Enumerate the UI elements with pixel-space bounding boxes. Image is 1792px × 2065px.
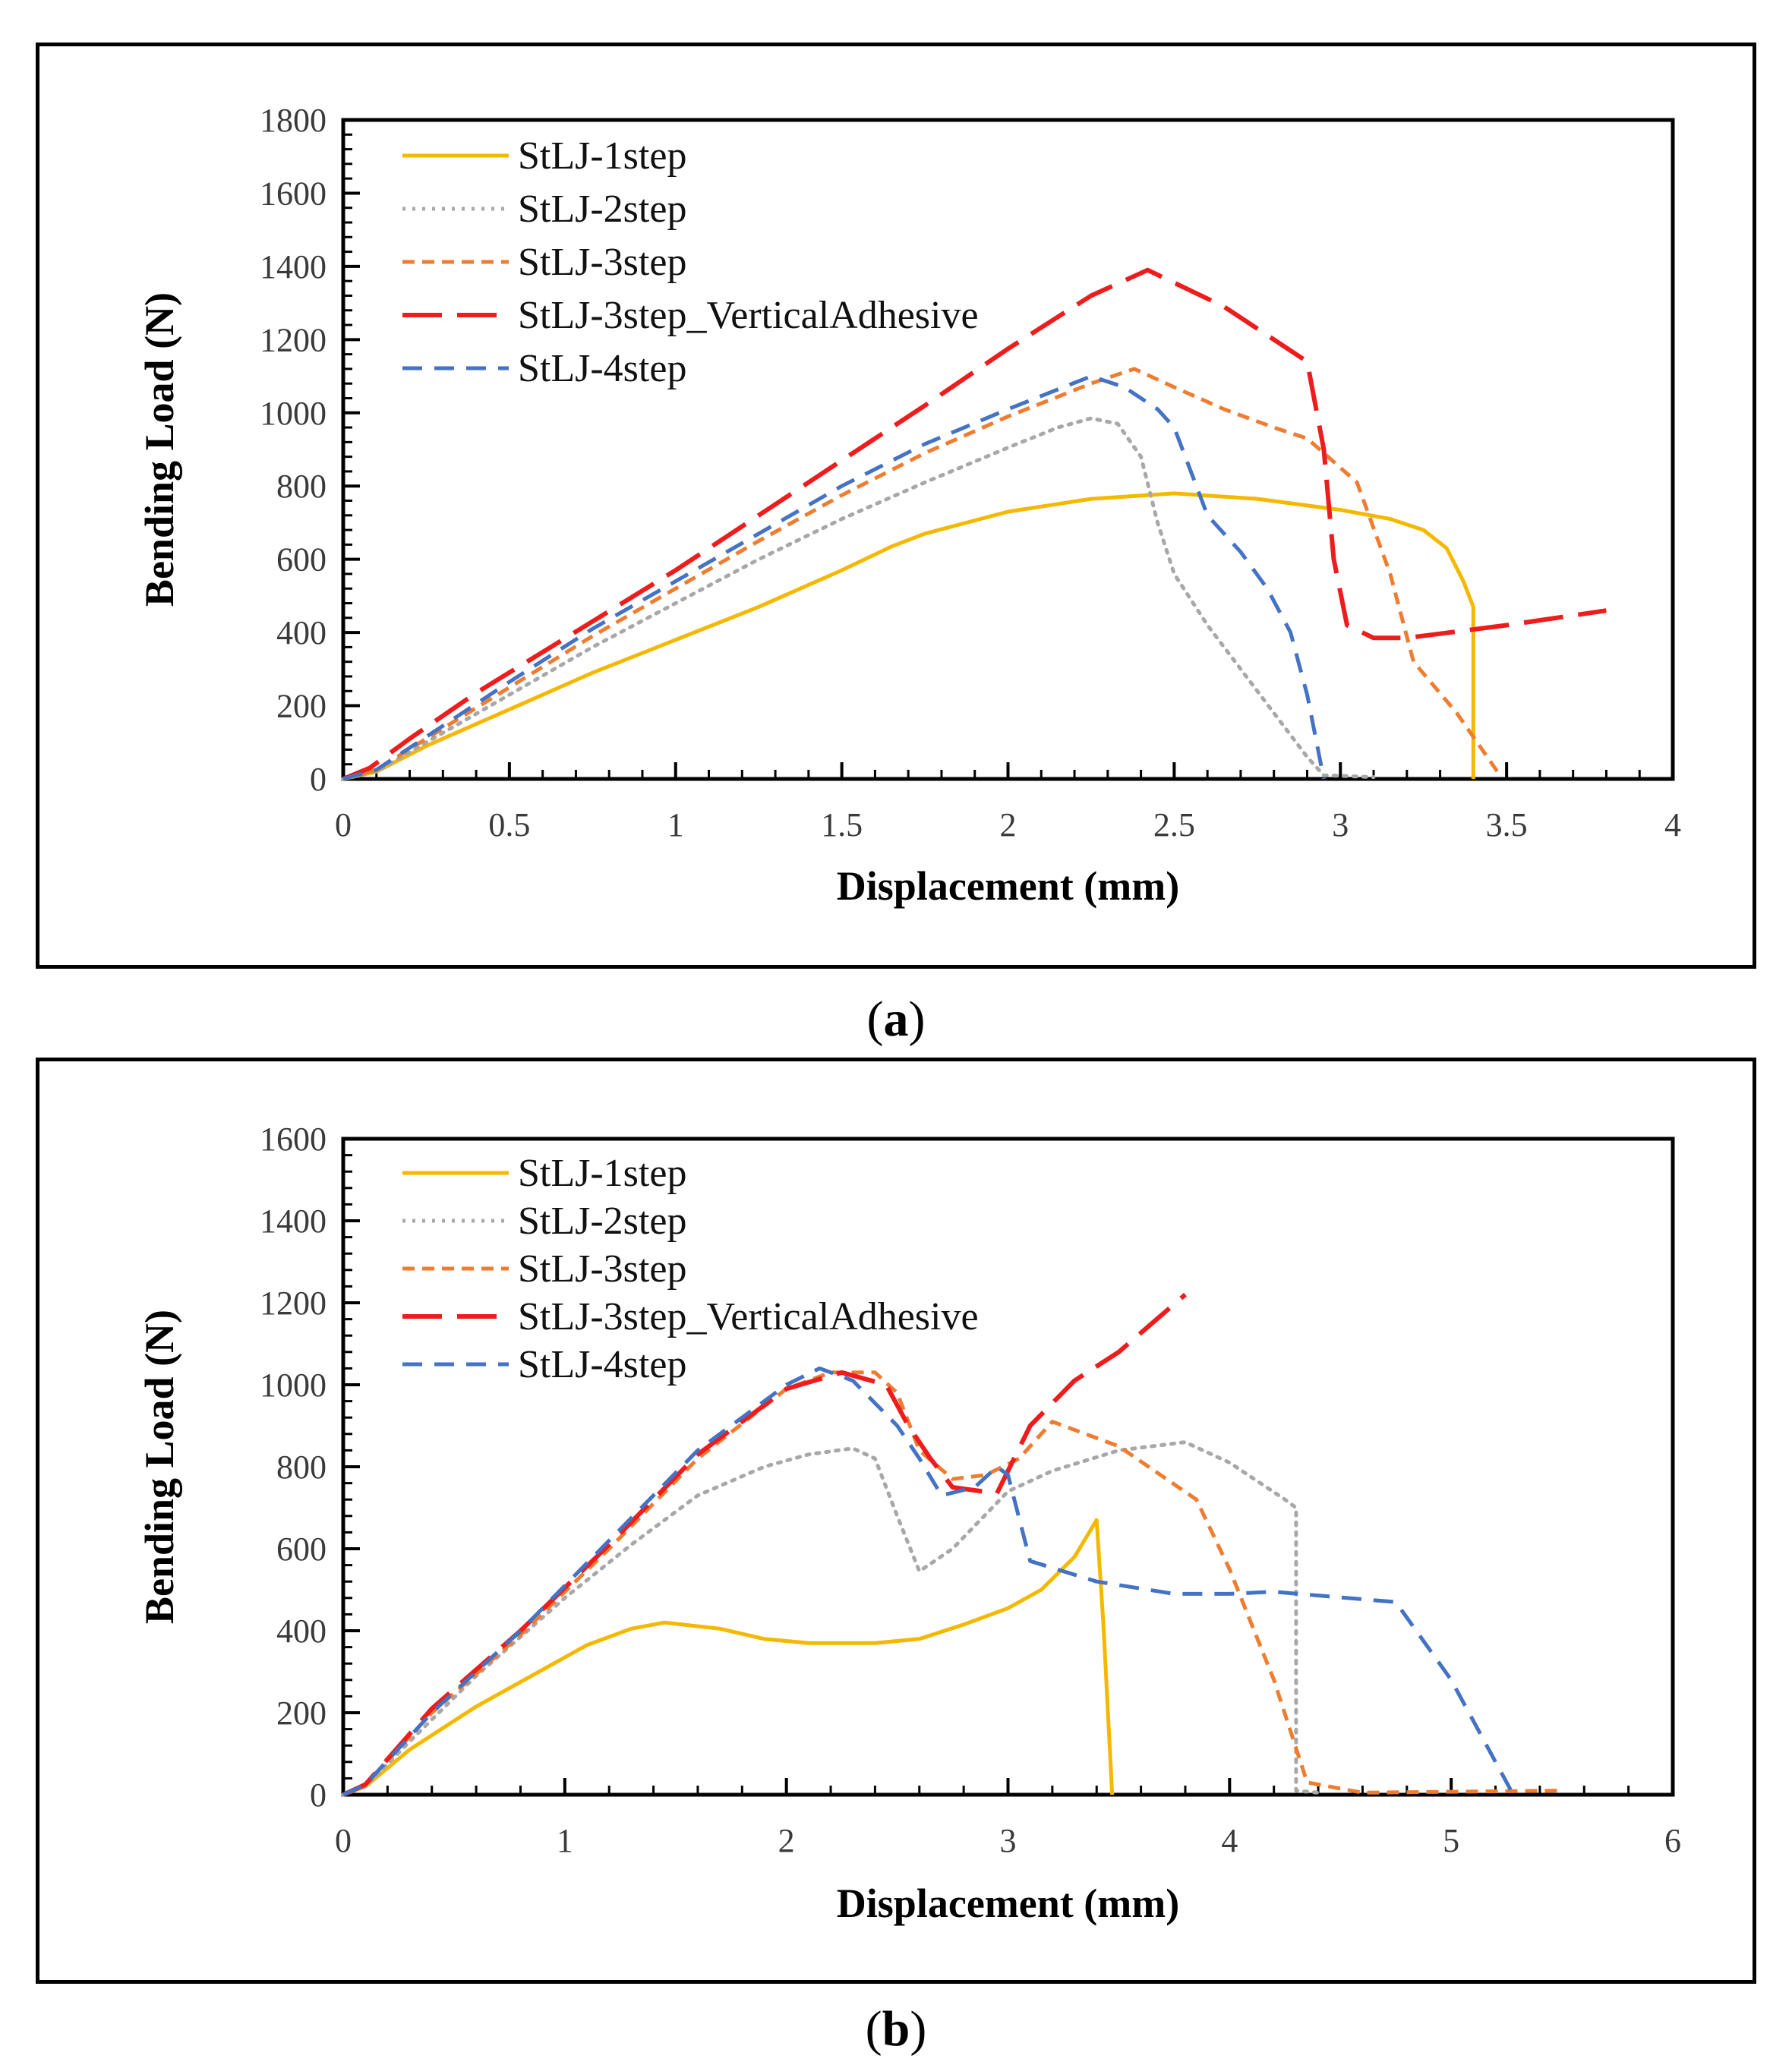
caption-close: ) (910, 2001, 927, 2057)
series-line-stlj-3step (342, 1370, 1563, 1797)
series-line-stlj-4step (342, 1366, 1516, 1797)
panel-b-frame (36, 1058, 1756, 1984)
x-tick-label: 1 (557, 1822, 573, 1859)
legend-label: StLJ-4step (518, 1343, 686, 1386)
legend-label: StLJ-2step (518, 1200, 686, 1243)
x-tick-label: 3.5 (1486, 806, 1528, 843)
y-tick-label: 1400 (260, 248, 327, 285)
x-axis-title: Displacement (mm) (837, 1881, 1179, 1926)
y-tick-label: 1400 (260, 1203, 327, 1240)
y-axis-title: Bending Load (N) (137, 1310, 182, 1624)
series-line-stlj-1step (342, 491, 1475, 781)
chart-a: 0 0.5 1 1.5 2 2.5 3 3.5 4 0 200 400 600 800 1000 1200 14… (137, 102, 1681, 909)
y-tick-label: 0 (310, 761, 327, 798)
y-tick-label: 1600 (260, 175, 327, 212)
series-line-stlj-2step (341, 416, 1376, 781)
caption-open: ( (866, 992, 884, 1047)
series-line-stlj-3step-verticaladhesive (342, 1292, 1187, 1797)
y-tick-label: 600 (276, 1531, 327, 1568)
panel-b-caption: (b) (0, 2000, 1792, 2058)
y-tick-label: 400 (276, 1613, 327, 1650)
y-tick-label: 1000 (260, 395, 327, 432)
x-tick-label: 3 (1332, 806, 1349, 843)
legend-label: StLJ-1step (518, 1152, 686, 1195)
series-line-stlj-1step (342, 1518, 1115, 1797)
x-tick-label: 0 (335, 1822, 352, 1859)
legend-label: StLJ-3step_VerticalAdhesive (518, 1295, 979, 1338)
panel-a-caption: (a) (0, 991, 1792, 1048)
x-tick-label: 4 (1664, 806, 1681, 843)
legend-label: StLJ-4step (518, 347, 686, 390)
y-tick-label: 200 (276, 688, 327, 725)
caption-open: ( (865, 2001, 882, 2057)
y-tick-label: 1000 (260, 1367, 327, 1404)
series-line-stlj-3step (342, 367, 1502, 781)
y-axis-title: Bending Load (N) (137, 292, 182, 607)
series-line-stlj-3step-verticaladhesive (342, 267, 1607, 781)
y-tick-label: 1200 (260, 1285, 327, 1322)
panel-a-frame (36, 43, 1756, 969)
legend-label: StLJ-2step (518, 188, 686, 231)
x-tick-label: 1.5 (821, 806, 863, 843)
x-tick-label: 2.5 (1153, 806, 1195, 843)
legend-label: StLJ-3step (518, 241, 686, 284)
series-line-stlj-2step (341, 1440, 1320, 1797)
x-tick-label: 0 (335, 806, 352, 843)
y-tick-label: 1800 (260, 102, 327, 139)
x-tick-label: 2 (1000, 806, 1017, 843)
y-tick-label: 0 (310, 1777, 327, 1814)
x-tick-label: 0.5 (488, 806, 530, 843)
chart-b: 0 1 2 3 4 5 6 0 200 400 600 800 1000 1200 1400 1600 Disp… (137, 1121, 1681, 1926)
y-tick-label: 400 (276, 614, 327, 651)
x-axis-title: Displacement (mm) (837, 863, 1179, 909)
y-tick-label: 1200 (260, 321, 327, 358)
legend-label: StLJ-3step_VerticalAdhesive (518, 294, 979, 337)
y-tick-label: 800 (276, 1449, 327, 1486)
legend-label: StLJ-1step (518, 134, 686, 178)
x-tick-label: 6 (1664, 1822, 1681, 1859)
caption-letter: a (883, 992, 909, 1047)
x-tick-label: 2 (778, 1822, 795, 1859)
y-tick-label: 800 (276, 468, 327, 505)
y-tick-label: 1600 (260, 1121, 327, 1158)
x-tick-label: 4 (1221, 1822, 1238, 1859)
caption-letter: b (882, 2001, 910, 2057)
caption-close: ) (908, 992, 926, 1047)
x-tick-label: 3 (1000, 1822, 1017, 1859)
legend-label: StLJ-3step (518, 1247, 686, 1291)
y-tick-label: 600 (276, 541, 327, 579)
y-tick-label: 200 (276, 1695, 327, 1732)
x-tick-label: 1 (667, 806, 684, 843)
x-tick-label: 5 (1443, 1822, 1459, 1859)
series-line-stlj-4step (342, 374, 1326, 781)
